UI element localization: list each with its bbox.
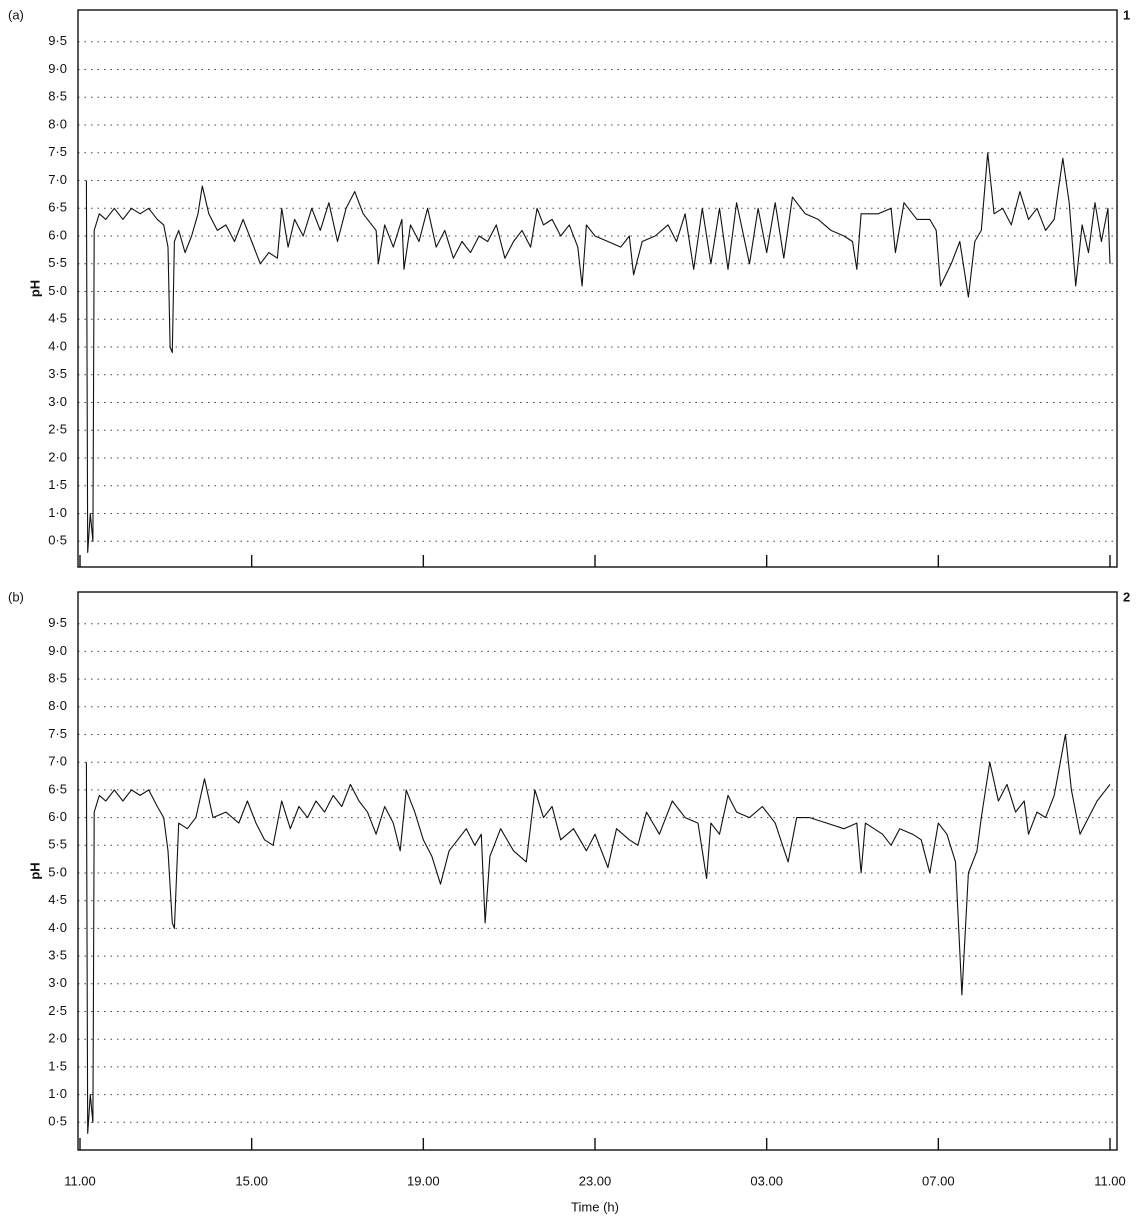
x-tick-label: 11.00 [64,1173,96,1188]
y-tick-label: 5·5 [48,255,67,270]
x-tick-label: 23.00 [579,1173,612,1188]
y-tick-label: 9·0 [48,643,67,658]
y-tick-label: 8·0 [48,116,67,131]
y-tick-label: 3·0 [48,975,67,990]
y-tick-label: 7·5 [48,144,67,159]
y-tick-label: 9·0 [48,61,67,76]
y-tick-label: 8·0 [48,698,67,713]
y-axis-label: pH [27,280,42,297]
y-tick-label: 1·5 [48,477,67,492]
y-tick-label: 6·5 [48,200,67,215]
panel-label: (a) [8,7,24,22]
panel-number: 2 [1123,589,1130,604]
y-tick-label: 1·0 [48,1086,67,1101]
x-tick-label: 15.00 [235,1173,268,1188]
y-tick-label: 2·0 [48,449,67,464]
plot-frame [77,591,1118,1151]
y-tick-label: 6·0 [48,227,67,242]
y-tick-label: 2·5 [48,422,67,437]
y-tick-label: 9·5 [48,615,67,630]
y-tick-label: 2·0 [48,1031,67,1046]
y-tick-label: 5·0 [48,283,67,298]
y-tick-label: 0·5 [48,1114,67,1129]
y-tick-label: 5·5 [48,837,67,852]
panel-label: (b) [8,589,24,604]
panel-number: 1 [1123,7,1130,22]
plot-frame [77,9,1118,568]
y-tick-label: 4·0 [48,338,67,353]
y-tick-label: 4·5 [48,892,67,907]
y-tick-label: 2·5 [48,1003,67,1018]
y-tick-label: 3·5 [48,366,67,381]
y-tick-label: 1·5 [48,1058,67,1073]
y-tick-label: 8·5 [48,89,67,104]
y-tick-label: 7·0 [48,172,67,187]
y-tick-label: 9·5 [48,33,67,48]
y-tick-label: 6·0 [48,809,67,824]
y-tick-label: 8·5 [48,671,67,686]
x-tick-label: 07.00 [922,1173,955,1188]
ph-trace [85,733,1111,1134]
y-tick-label: 4·0 [48,920,67,935]
y-tick-label: 1·0 [48,505,67,520]
y-tick-label: 5·0 [48,864,67,879]
y-axis-label: pH [27,862,42,879]
y-tick-label: 4·5 [48,311,67,326]
x-tick-label: 19.00 [407,1173,440,1188]
x-tick-label: 11.00 [1094,1173,1126,1188]
y-tick-label: 3·0 [48,394,67,409]
x-tick-label: 03.00 [750,1173,783,1188]
y-tick-label: 0·5 [48,533,67,548]
y-tick-label: 3·5 [48,948,67,963]
x-axis-label: Time (h) [571,1199,619,1214]
y-tick-label: 7·5 [48,726,67,741]
y-tick-label: 7·0 [48,754,67,769]
y-tick-label: 6·5 [48,781,67,796]
ph-trace [85,152,1111,553]
